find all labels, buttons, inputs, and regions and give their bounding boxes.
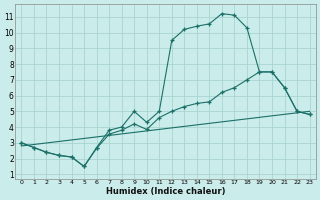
X-axis label: Humidex (Indice chaleur): Humidex (Indice chaleur): [106, 187, 225, 196]
